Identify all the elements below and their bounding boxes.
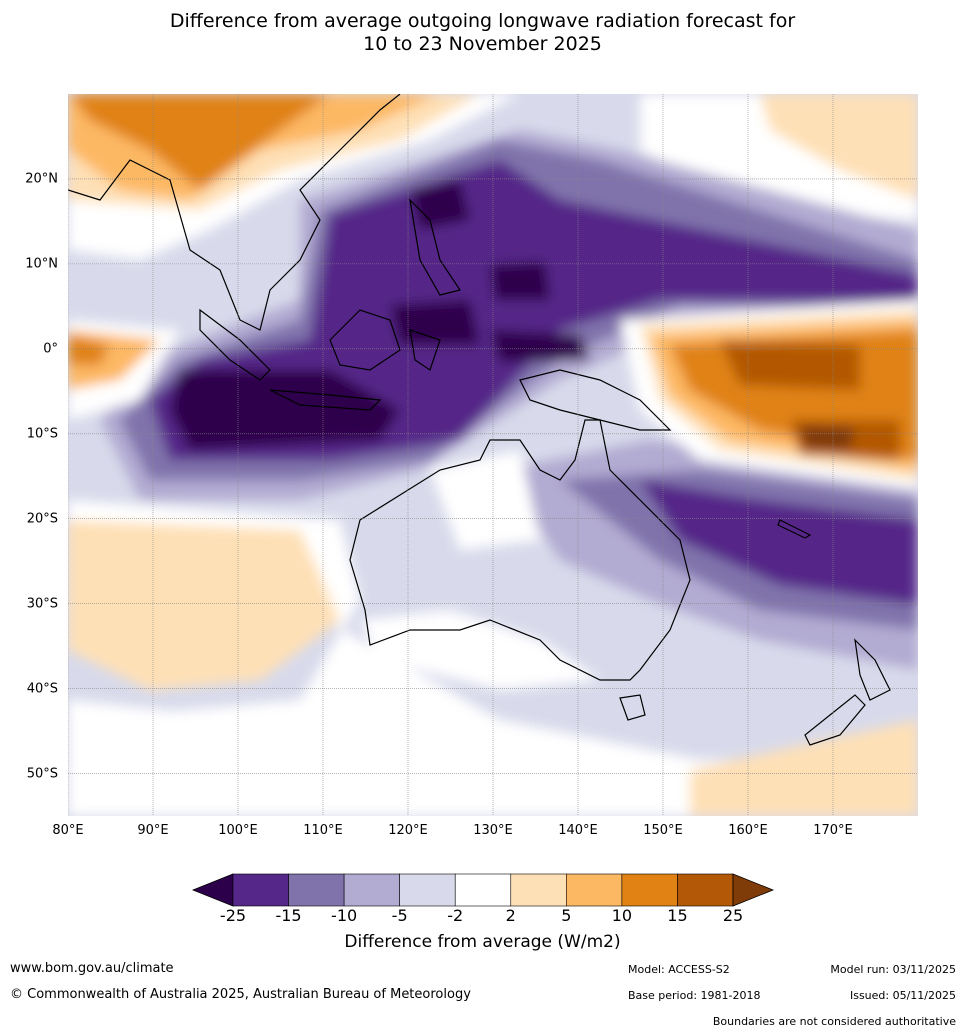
colorbar-segment [454, 873, 512, 907]
longitude-label: 120°E [388, 823, 428, 838]
title-line-1: Difference from average outgoing longwav… [169, 10, 796, 32]
latitude-label: 10°N [25, 256, 58, 272]
colorbar-tick-label: 5 [561, 906, 572, 925]
latitude-label: 40°S [26, 681, 58, 697]
colorbar-arrow-high [732, 873, 775, 907]
philippines-coast [409, 198, 461, 296]
latitude-label: 20°N [25, 171, 58, 187]
longitude-label: 100°E [218, 823, 258, 838]
colorbar-tick-label: 2 [505, 906, 516, 925]
colorbar-segment [232, 873, 289, 907]
graticule [68, 94, 918, 816]
colorbar-arrow-low [191, 873, 234, 907]
latitude-label: 0° [43, 341, 58, 357]
longitude-label: 90°E [137, 823, 169, 838]
model-text: Model: ACCESS-S2 [628, 963, 730, 976]
colorbar-segment [343, 873, 400, 907]
asia-coast [68, 94, 401, 331]
copyright-text: © Commonwealth of Australia 2025, Austra… [10, 987, 471, 1002]
longitude-label: 150°E [643, 823, 683, 838]
java-coast [269, 389, 382, 411]
title-line-2: 10 to 23 November 2025 [363, 33, 602, 55]
colorbar-segment [510, 873, 567, 907]
longitude-label: 160°E [728, 823, 768, 838]
colorbar-tick-label: 15 [667, 906, 688, 925]
longitude-label: 130°E [473, 823, 513, 838]
australia-coast [349, 419, 691, 681]
colorbar-tick-label: 10 [611, 906, 633, 925]
longitude-label: 170°E [813, 823, 853, 838]
latitude-label: 20°S [26, 511, 58, 527]
colorbar-tick-label: -2 [447, 906, 464, 925]
colorbar-segment [399, 873, 456, 907]
colorbar-tick-label: -15 [275, 906, 302, 925]
colorbar-tick-label: 25 [722, 906, 744, 925]
latitude-label: 30°S [26, 596, 58, 612]
colorbar-tick-label: -10 [331, 906, 358, 925]
coastlines [68, 94, 891, 746]
colorbar-segment [288, 873, 345, 907]
latitude-label: 50°S [26, 766, 58, 782]
nz-south-coast [804, 694, 866, 746]
tasmania-coast [619, 694, 646, 721]
sulawesi-coast [409, 329, 441, 371]
colorbar-label: Difference from average (W/m2) [344, 932, 621, 952]
model-run-text: Model run: 03/11/2025 [830, 963, 956, 976]
latitude-label: 10°S [26, 426, 58, 442]
issued-text: Issued: 05/11/2025 [849, 989, 956, 1002]
sumatra-coast [199, 308, 271, 381]
longitude-label: 110°E [303, 823, 343, 838]
borneo-coast [329, 309, 401, 371]
base-period-text: Base period: 1981-2018 [628, 989, 761, 1002]
colorbar-segment [677, 873, 734, 907]
nz-north-coast [854, 638, 891, 701]
website-link[interactable]: www.bom.gov.au/climate [10, 961, 174, 976]
colorbar-tick-label: -25 [219, 906, 247, 925]
longitude-label: 140°E [558, 823, 598, 838]
anomaly-field [68, 94, 918, 816]
longitude-label: 80°E [52, 823, 84, 838]
chart-title: Difference from average outgoing longwav… [0, 10, 965, 56]
colorbar-segment [621, 873, 678, 907]
colorbar-tick-label: -5 [391, 906, 408, 925]
new-guinea-coast [519, 369, 672, 431]
disclaimer-text: Boundaries are not considered authoritat… [712, 1015, 956, 1028]
colorbar-segment [566, 873, 623, 907]
new-caledonia-coast [777, 519, 812, 539]
